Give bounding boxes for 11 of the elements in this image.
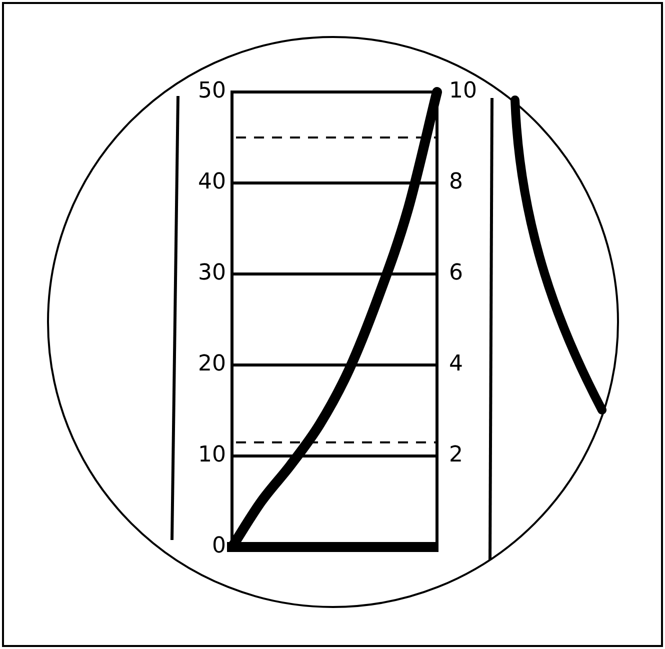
y-tick-label: 30	[198, 260, 226, 286]
y-tick-label: 40	[198, 170, 226, 195]
y-tick-label: 10	[198, 442, 226, 468]
y-tick-label: 20	[198, 352, 226, 377]
y2-tick-label: 2	[449, 442, 463, 468]
y2-tick-label: 8	[449, 170, 463, 195]
y2-tick-label: 6	[449, 260, 463, 286]
y2-tick-label: 10	[449, 78, 477, 104]
y2-tick-label: 4	[449, 352, 463, 377]
y-tick-label: 50	[198, 78, 226, 104]
y-tick-label: 0	[212, 534, 226, 559]
